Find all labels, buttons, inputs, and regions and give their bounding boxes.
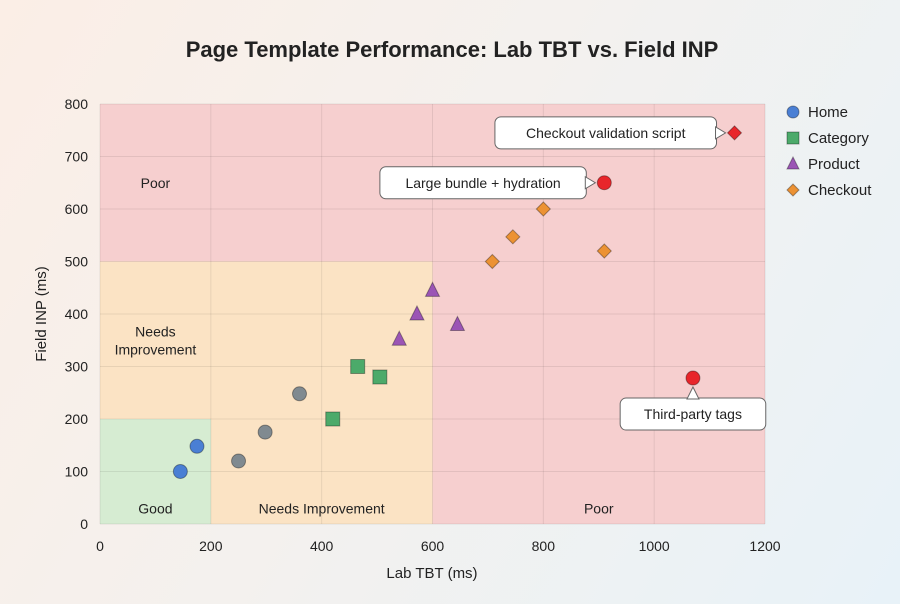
legend-label: Category [808,130,869,147]
data-point-category [350,359,366,374]
legend: Home Category Product Checkout [786,104,872,199]
callout: Large bundle + hydration [379,166,597,200]
zone-label: Poor [141,175,171,191]
zone-label: Needs Improvement [259,500,385,516]
x-tick-label: 1000 [639,538,670,554]
x-tick-label: 600 [421,538,445,554]
chart-title: Page Template Performance: Lab TBT vs. F… [186,37,719,62]
highlighted-point [685,370,701,386]
callout-pointer [584,175,597,190]
legend-label: Home [808,104,848,121]
data-point-home [172,464,188,479]
y-axis-label: Field INP (ms) [33,266,50,362]
axes: 0 200 400 600 800 1000 1200 0 100 200 300 400 500 600… [65,96,781,554]
data-point-unlabeled [292,386,307,402]
data-point-unlabeled [257,424,273,440]
y-tick-label: 100 [65,464,89,480]
data-point-checkout [596,243,612,259]
callout-label: Large bundle + hydration [405,175,560,191]
data-point-checkout [484,253,501,270]
zone-labels: Good Needs Improvement Poor Poor Needs Improv… [115,175,614,517]
x-tick-label: 200 [199,538,223,554]
data-point-checkout [505,229,521,245]
zone-label: Poor [584,500,614,516]
highlighted-point [596,175,612,191]
y-tick-label: 200 [65,411,89,427]
y-tick-label: 800 [65,96,89,112]
data-point-checkout [535,201,552,217]
data-point-product [449,315,466,331]
callout-label: Third-party tags [644,406,742,422]
data-point-category [325,411,341,427]
zone-label: Improvement [115,341,197,357]
y-tick-label: 400 [65,306,89,322]
callout-pointer [686,385,700,400]
data-point-unlabeled [231,453,247,469]
legend-label: Product [808,156,861,173]
y-tick-label: 500 [65,254,89,270]
grid [99,103,766,525]
legend-marker-category [786,131,800,145]
data-point-product [424,281,441,297]
y-tick-label: 700 [65,149,89,165]
x-tick-label: 400 [310,538,334,554]
zone-label: Needs [135,323,175,339]
y-tick-label: 0 [80,516,88,532]
x-tick-label: 0 [96,538,104,554]
zone-label: Good [138,500,172,516]
legend-marker-checkout [786,183,800,197]
legend-marker-home [786,105,800,119]
callout-label: Checkout validation script [526,125,686,141]
y-tick-label: 600 [65,201,89,217]
data-point-product [391,330,408,346]
y-tick-label: 300 [65,359,89,375]
data-point-product [409,304,425,321]
legend-label: Checkout [808,182,872,199]
zone-good [100,419,211,524]
highlighted-point [726,125,743,141]
callout-pointer [715,125,727,140]
callout: Checkout validation script [494,116,727,150]
x-tick-label: 800 [532,538,556,554]
data-point-home [189,438,205,454]
callout: Third-party tags [619,385,767,431]
callouts: Large bundle + hydration Checkout validat… [379,116,767,431]
data-points [172,125,743,479]
x-tick-label: 1200 [749,538,780,554]
legend-marker-product [786,155,800,170]
data-point-category [372,369,388,385]
x-axis-label: Lab TBT (ms) [386,565,477,582]
